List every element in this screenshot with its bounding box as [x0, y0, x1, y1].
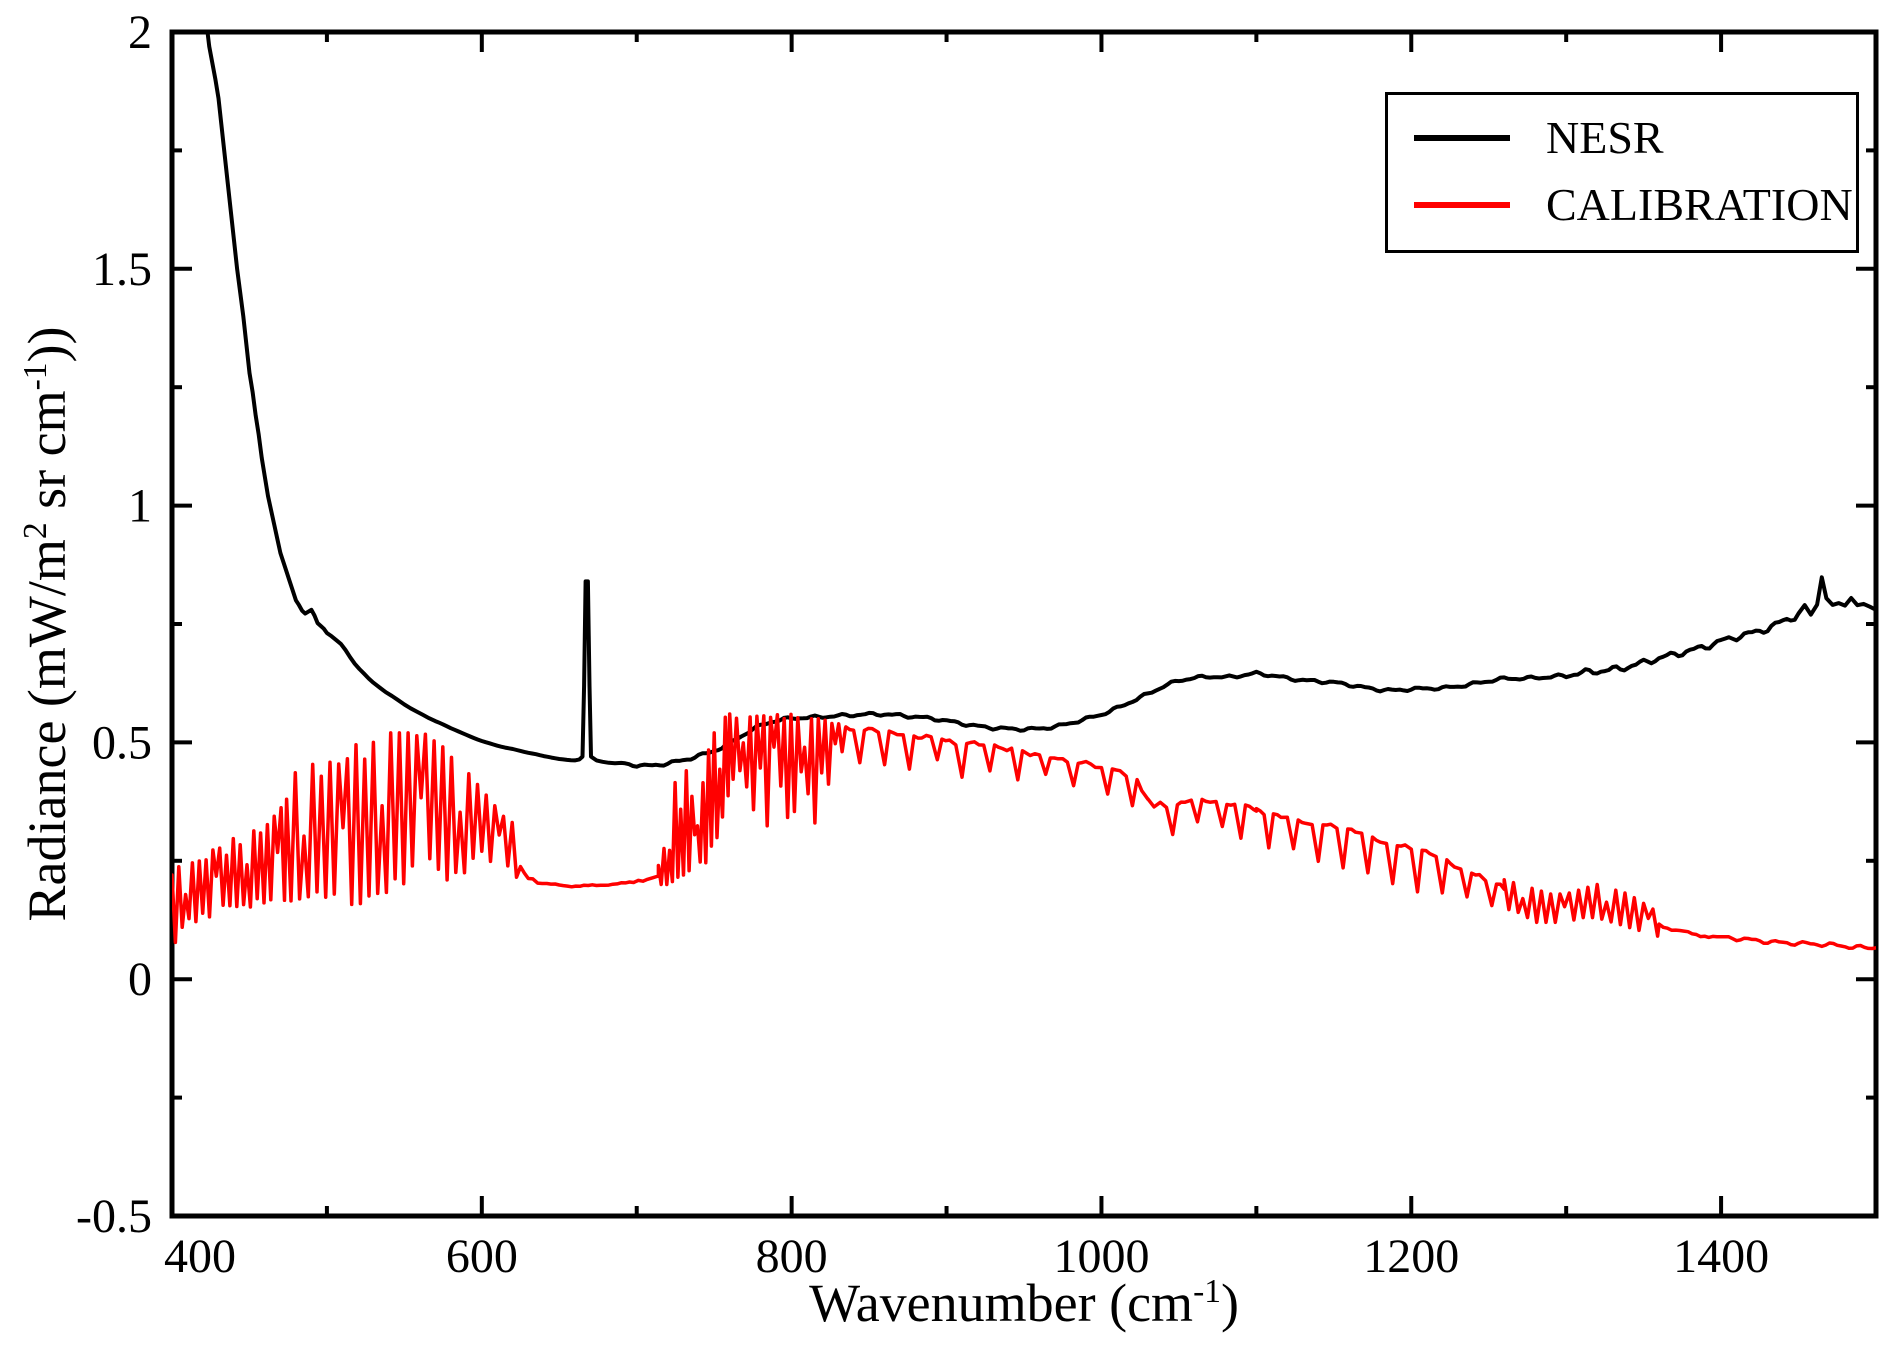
- y-tick-label: 2: [128, 6, 152, 59]
- y-axis-label: Radiance (mW/m2 sr cm-1)): [17, 326, 77, 922]
- legend: NESR CALIBRATION: [1385, 92, 1859, 254]
- x-tick-label: 600: [446, 1230, 518, 1283]
- legend-item-nesr: NESR: [1388, 105, 1856, 172]
- series-group: [172, 32, 1876, 951]
- x-tick-label: 800: [756, 1230, 828, 1283]
- x-tick-label: 1400: [1673, 1230, 1769, 1283]
- calibration-line-swatch: [1414, 201, 1510, 208]
- x-tick-label: 400: [164, 1230, 236, 1283]
- legend-label-nesr: NESR: [1546, 112, 1664, 163]
- x-tick-label: 1200: [1363, 1230, 1459, 1283]
- legend-label-calibration: CALIBRATION: [1546, 178, 1853, 230]
- y-tick-label: 0.5: [92, 716, 152, 769]
- calibration-line: [172, 712, 1876, 951]
- y-tick-label: -0.5: [76, 1190, 152, 1243]
- nesr-line: [205, 32, 1876, 769]
- y-tick-label: 1: [128, 480, 152, 533]
- tick-labels: 400 600 800 1000 1200 1400 -0.5 0 0.5 1 1.5 2: [76, 6, 1769, 1283]
- x-axis-label: Wavenumber (cm-1): [809, 1273, 1239, 1333]
- y-tick-label: 0: [128, 953, 152, 1006]
- nesr-line-swatch: [1414, 135, 1510, 142]
- legend-item-calibration: CALIBRATION: [1388, 172, 1856, 239]
- plot-frame: [169, 29, 1879, 1219]
- y-tick-label: 1.5: [92, 243, 152, 296]
- x-tick-label: 1000: [1053, 1230, 1149, 1283]
